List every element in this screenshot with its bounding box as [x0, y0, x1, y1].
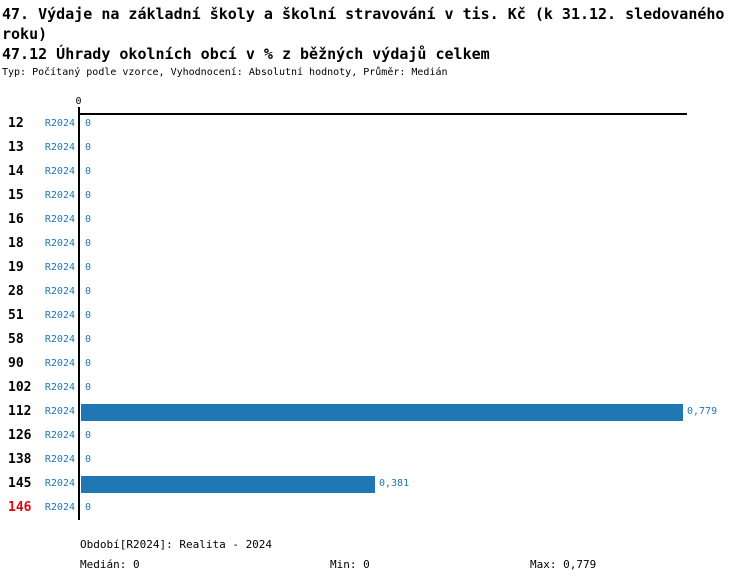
- value-label: 0: [85, 454, 92, 465]
- row-period-label: R2024: [44, 334, 75, 345]
- row-category-label: 90: [8, 356, 24, 371]
- value-label: 0: [85, 286, 92, 297]
- value-label: 0: [85, 334, 92, 345]
- value-label: 0: [85, 382, 92, 393]
- chart-meta-info: Typ: Počítaný podle vzorce, Vyhodnocení:…: [2, 67, 448, 78]
- row-period-label: R2024: [44, 190, 75, 201]
- value-label: 0: [85, 262, 92, 273]
- value-label: 0: [85, 118, 92, 129]
- vertical-axis-line: [78, 107, 80, 520]
- row-category-label: 146: [8, 500, 32, 515]
- row-period-label: R2024: [44, 430, 75, 441]
- value-label: 0: [85, 430, 92, 441]
- value-label: 0: [85, 142, 92, 153]
- chart-row: 28 R2024 0: [0, 280, 750, 304]
- row-category-label: 14: [8, 164, 24, 179]
- page-title-line2: roku): [2, 25, 48, 43]
- footer-median: Medián: 0: [80, 558, 140, 571]
- chart-row: 112 R2024 0,779: [0, 400, 750, 424]
- row-category-label: 18: [8, 236, 24, 251]
- row-period-label: R2024: [44, 310, 75, 321]
- value-label: 0: [85, 238, 92, 249]
- value-label: 0: [85, 214, 92, 225]
- row-category-label: 126: [8, 428, 32, 443]
- value-axis-zero-tick: 0: [75, 96, 82, 107]
- row-period-label: R2024: [44, 142, 75, 153]
- value-label: 0,779: [687, 406, 718, 417]
- row-period-label: R2024: [44, 286, 75, 297]
- chart-row: 16 R2024 0: [0, 208, 750, 232]
- value-bar: [81, 403, 683, 421]
- chart-row: 18 R2024 0: [0, 232, 750, 256]
- chart-subtitle: 47.12 Úhrady okolních obcí v % z běžných…: [2, 45, 490, 63]
- chart-row: 51 R2024 0: [0, 304, 750, 328]
- chart-row: 90 R2024 0: [0, 352, 750, 376]
- chart-row: 102 R2024 0: [0, 376, 750, 400]
- value-label: 0: [85, 502, 92, 513]
- chart-row: 13 R2024 0: [0, 136, 750, 160]
- row-category-label: 15: [8, 188, 24, 203]
- row-period-label: R2024: [44, 118, 75, 129]
- value-label: 0: [85, 358, 92, 369]
- chart-row: 19 R2024 0: [0, 256, 750, 280]
- chart-row: 14 R2024 0: [0, 160, 750, 184]
- chart-row: 145 R2024 0,381: [0, 472, 750, 496]
- row-category-label: 16: [8, 212, 24, 227]
- row-period-label: R2024: [44, 358, 75, 369]
- footer-min: Min: 0: [330, 558, 370, 571]
- chart-row: 12 R2024 0: [0, 112, 750, 136]
- chart-row: 138 R2024 0: [0, 448, 750, 472]
- row-period-label: R2024: [44, 214, 75, 225]
- row-category-label: 12: [8, 116, 24, 131]
- row-category-label: 145: [8, 476, 32, 491]
- row-period-label: R2024: [44, 406, 75, 417]
- row-period-label: R2024: [44, 454, 75, 465]
- chart-row: 146 R2024 0: [0, 496, 750, 520]
- chart-row: 15 R2024 0: [0, 184, 750, 208]
- row-period-label: R2024: [44, 502, 75, 513]
- row-category-label: 102: [8, 380, 32, 395]
- row-category-label: 19: [8, 260, 24, 275]
- footer-period: Období[R2024]: Realita - 2024: [80, 538, 273, 551]
- row-category-label: 112: [8, 404, 32, 419]
- row-category-label: 51: [8, 308, 24, 323]
- value-label: 0: [85, 166, 92, 177]
- footer-max: Max: 0,779: [530, 558, 597, 571]
- value-label: 0: [85, 310, 92, 321]
- page-title-line1: 47. Výdaje na základní školy a školní st…: [2, 5, 725, 23]
- row-period-label: R2024: [44, 238, 75, 249]
- row-period-label: R2024: [44, 166, 75, 177]
- value-label: 0: [85, 190, 92, 201]
- row-category-label: 138: [8, 452, 32, 467]
- value-label: 0,381: [379, 478, 410, 489]
- row-category-label: 28: [8, 284, 24, 299]
- row-category-label: 13: [8, 140, 24, 155]
- chart-row: 126 R2024 0: [0, 424, 750, 448]
- row-period-label: R2024: [44, 262, 75, 273]
- chart-rows: 12 R2024 0 13 R2024 0 14 R2024 0 15 R2024 0 16 R2024 0…: [0, 112, 750, 520]
- row-category-label: 58: [8, 332, 24, 347]
- top-axis-line: [80, 113, 687, 115]
- value-bar: [81, 475, 375, 493]
- row-period-label: R2024: [44, 478, 75, 489]
- row-period-label: R2024: [44, 382, 75, 393]
- chart-row: 58 R2024 0: [0, 328, 750, 352]
